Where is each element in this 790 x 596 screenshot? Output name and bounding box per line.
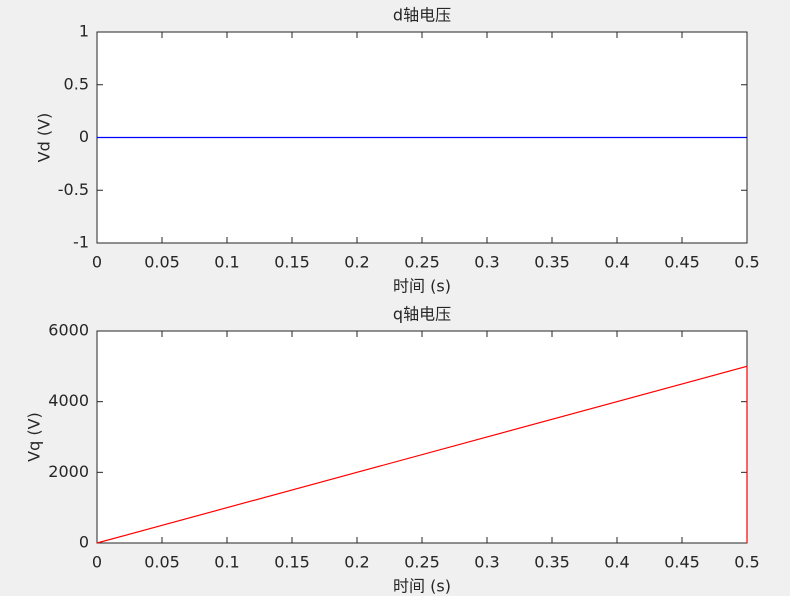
y-tick-label: 4000 (48, 391, 89, 410)
x-tick-label: 0.3 (474, 553, 499, 572)
x-tick-label: 0.15 (274, 253, 310, 272)
y-tick-label: 0.5 (64, 74, 89, 93)
y-tick-label: -0.5 (58, 180, 89, 199)
chart-title: q轴电压 (393, 305, 451, 324)
y-tick-label: 2000 (48, 462, 89, 481)
x-tick-label: 0.4 (604, 553, 629, 572)
y-tick-label: 6000 (48, 321, 89, 340)
x-tick-label: 0.5 (734, 553, 759, 572)
x-tick-label: 0.25 (404, 553, 440, 572)
y-tick-label: -1 (73, 233, 89, 252)
x-tick-label: 0.15 (274, 553, 310, 572)
axes-box (96, 330, 748, 544)
x-tick-label: 0.35 (534, 553, 570, 572)
x-tick-label: 0.3 (474, 253, 499, 272)
x-tick-label: 0.4 (604, 253, 629, 272)
y-tick-label: 1 (79, 22, 89, 41)
x-tick-label: 0.45 (664, 253, 700, 272)
x-tick-label: 0.45 (664, 553, 700, 572)
x-tick-label: 0.35 (534, 253, 570, 272)
x-tick-label: 0.05 (144, 253, 180, 272)
x-tick-label: 0 (92, 553, 102, 572)
x-tick-label: 0 (92, 253, 102, 272)
x-tick-label: 0.2 (344, 553, 369, 572)
data-line (96, 365, 748, 544)
x-axis-label: 时间 (s) (393, 577, 451, 596)
y-axis-label: Vd (V) (35, 113, 54, 163)
chart-title: d轴电压 (393, 6, 451, 25)
x-tick-label: 0.5 (734, 253, 759, 272)
x-tick-label: 0.1 (214, 553, 239, 572)
x-tick-label: 0.1 (214, 253, 239, 272)
y-tick-label: 0 (79, 533, 89, 552)
x-tick-label: 0.05 (144, 553, 180, 572)
x-axis-label: 时间 (s) (393, 277, 451, 296)
y-axis-label: Vq (V) (25, 412, 44, 462)
x-tick-label: 0.25 (404, 253, 440, 272)
x-tick-label: 0.2 (344, 253, 369, 272)
y-tick-label: 0 (79, 127, 89, 146)
